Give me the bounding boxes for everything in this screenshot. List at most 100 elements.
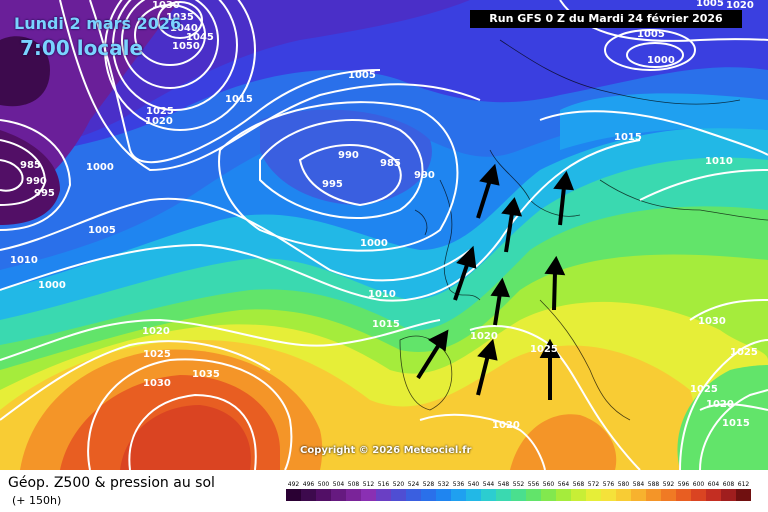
legend-tick-label: 564 [558,481,570,488]
legend-tick-label: 568 [573,481,585,488]
legend-tick-label: 608 [723,481,735,488]
isobar-label: 1010 [10,255,38,266]
legend-tick-label: 492 [288,481,300,488]
legend-swatch [661,489,676,501]
isobar-label: 1035 [166,12,194,23]
legend-tick-label: 588 [648,481,660,488]
isobar-label: 1015 [372,319,400,330]
isobar-label: 990 [414,170,435,181]
legend-tick-label: 500 [318,481,330,488]
isobar-label: 1015 [225,94,253,105]
legend-swatch [541,489,556,501]
legend-swatch [361,489,376,501]
isobar-label: 1020 [492,420,520,431]
wind-arrow [476,338,498,396]
legend-swatch [511,489,526,501]
isobar-label: 1025 [143,349,171,360]
isobar-label: 990 [338,150,359,161]
isobar-label: 1030 [152,0,180,11]
wind-arrow [501,197,523,253]
legend-swatch [631,489,646,501]
legend-swatch [346,489,361,501]
legend-swatch [646,489,661,501]
isobar-label: 1010 [368,289,396,300]
isobar-label: 1025 [146,106,174,117]
isobar-label: 1035 [192,369,220,380]
legend-tick-label: 596 [678,481,690,488]
forecast-time: 7:00 locale [20,36,144,60]
wind-arrow [490,277,511,326]
legend-tick-label: 516 [378,481,390,488]
legend-tick-label: 612 [738,481,750,488]
legend-tick-label: 512 [363,481,375,488]
legend-tick-label: 528 [423,481,435,488]
isobar-label: 1015 [614,132,642,143]
isobar-label: 1005 [348,70,376,81]
legend-tick-label: 496 [303,481,315,488]
legend-swatch [331,489,346,501]
isobar-label: 1050 [172,41,200,52]
isobar-labels: 1030 1035 1040 1045 1050 1025 1020 1015 … [10,0,758,431]
color-legend: 492 496 500 504 508 512 516 520 524 528 532 536 540 5… [282,478,752,504]
isobar-label: 1020 [142,326,170,337]
isobar-label: 1030 [698,316,726,327]
wind-arrows [416,163,574,400]
legend-tick-label: 520 [393,481,405,488]
z500-med-orange [510,414,617,470]
legend-tick-label: 552 [513,481,525,488]
isobar-label: 1005 [696,0,724,9]
z500-low-core [0,130,60,225]
legend-tick-label: 556 [528,481,540,488]
legend-swatch [301,489,316,501]
isobar-label: 1020 [145,116,173,127]
legend-tick-label: 544 [483,481,495,488]
isobar-label: 990 [26,176,47,187]
forecast-date: Lundi 2 mars 2026 [14,14,182,33]
legend-tick-label: 540 [468,481,480,488]
legend-swatch [601,489,616,501]
legend-tick-label: 604 [708,481,720,488]
forecast-lead: (+ 150h) [12,494,62,507]
isobar-label: 1020 [726,0,754,11]
wind-arrow [416,329,449,380]
legend-swatch [316,489,331,501]
legend-swatch [436,489,451,501]
legend-swatch [481,489,496,501]
legend-swatch [466,489,481,501]
chart-title: Géop. Z500 & pression au sol [8,475,215,491]
legend-swatch [571,489,586,501]
isobar-label: 1000 [86,162,114,173]
legend-swatch [676,489,691,501]
z500-low-core-north [0,36,50,107]
legend-swatch [496,489,511,501]
legend-swatch [616,489,631,501]
isobar-label: 1000 [360,238,388,249]
legend-swatch [736,489,751,501]
isobar-label: 1005 [637,29,665,40]
isobar-label: 1025 [530,344,558,355]
legend-tick-label: 508 [348,481,360,488]
legend-swatch [706,489,721,501]
isobar-label: 985 [20,160,41,171]
legend-scale: 492 496 500 504 508 512 516 520 524 528 532 536 540 5… [286,481,751,501]
legend-swatch [391,489,406,501]
isobar-label: 1020 [706,399,734,410]
legend-tick-label: 532 [438,481,450,488]
z500-low-center-atl [260,109,432,205]
legend-tick-label: 584 [633,481,645,488]
legend-tick-label: 548 [498,481,510,488]
legend-swatch [586,489,601,501]
legend-swatch [556,489,571,501]
legend-tick-label: 536 [453,481,465,488]
z500-north-cyan-blob [560,93,768,150]
isobar-label: 1010 [705,156,733,167]
isobar-label: 1000 [38,280,66,291]
z500-east-green [677,365,768,470]
isobar-label: 985 [380,158,401,169]
isobar-label: 1005 [88,225,116,236]
legend-tick-label: 504 [333,481,345,488]
isobar-label: 1040 [170,23,198,34]
legend-tick-label: 572 [588,481,600,488]
legend-swatch [691,489,706,501]
legend-swatch [421,489,436,501]
